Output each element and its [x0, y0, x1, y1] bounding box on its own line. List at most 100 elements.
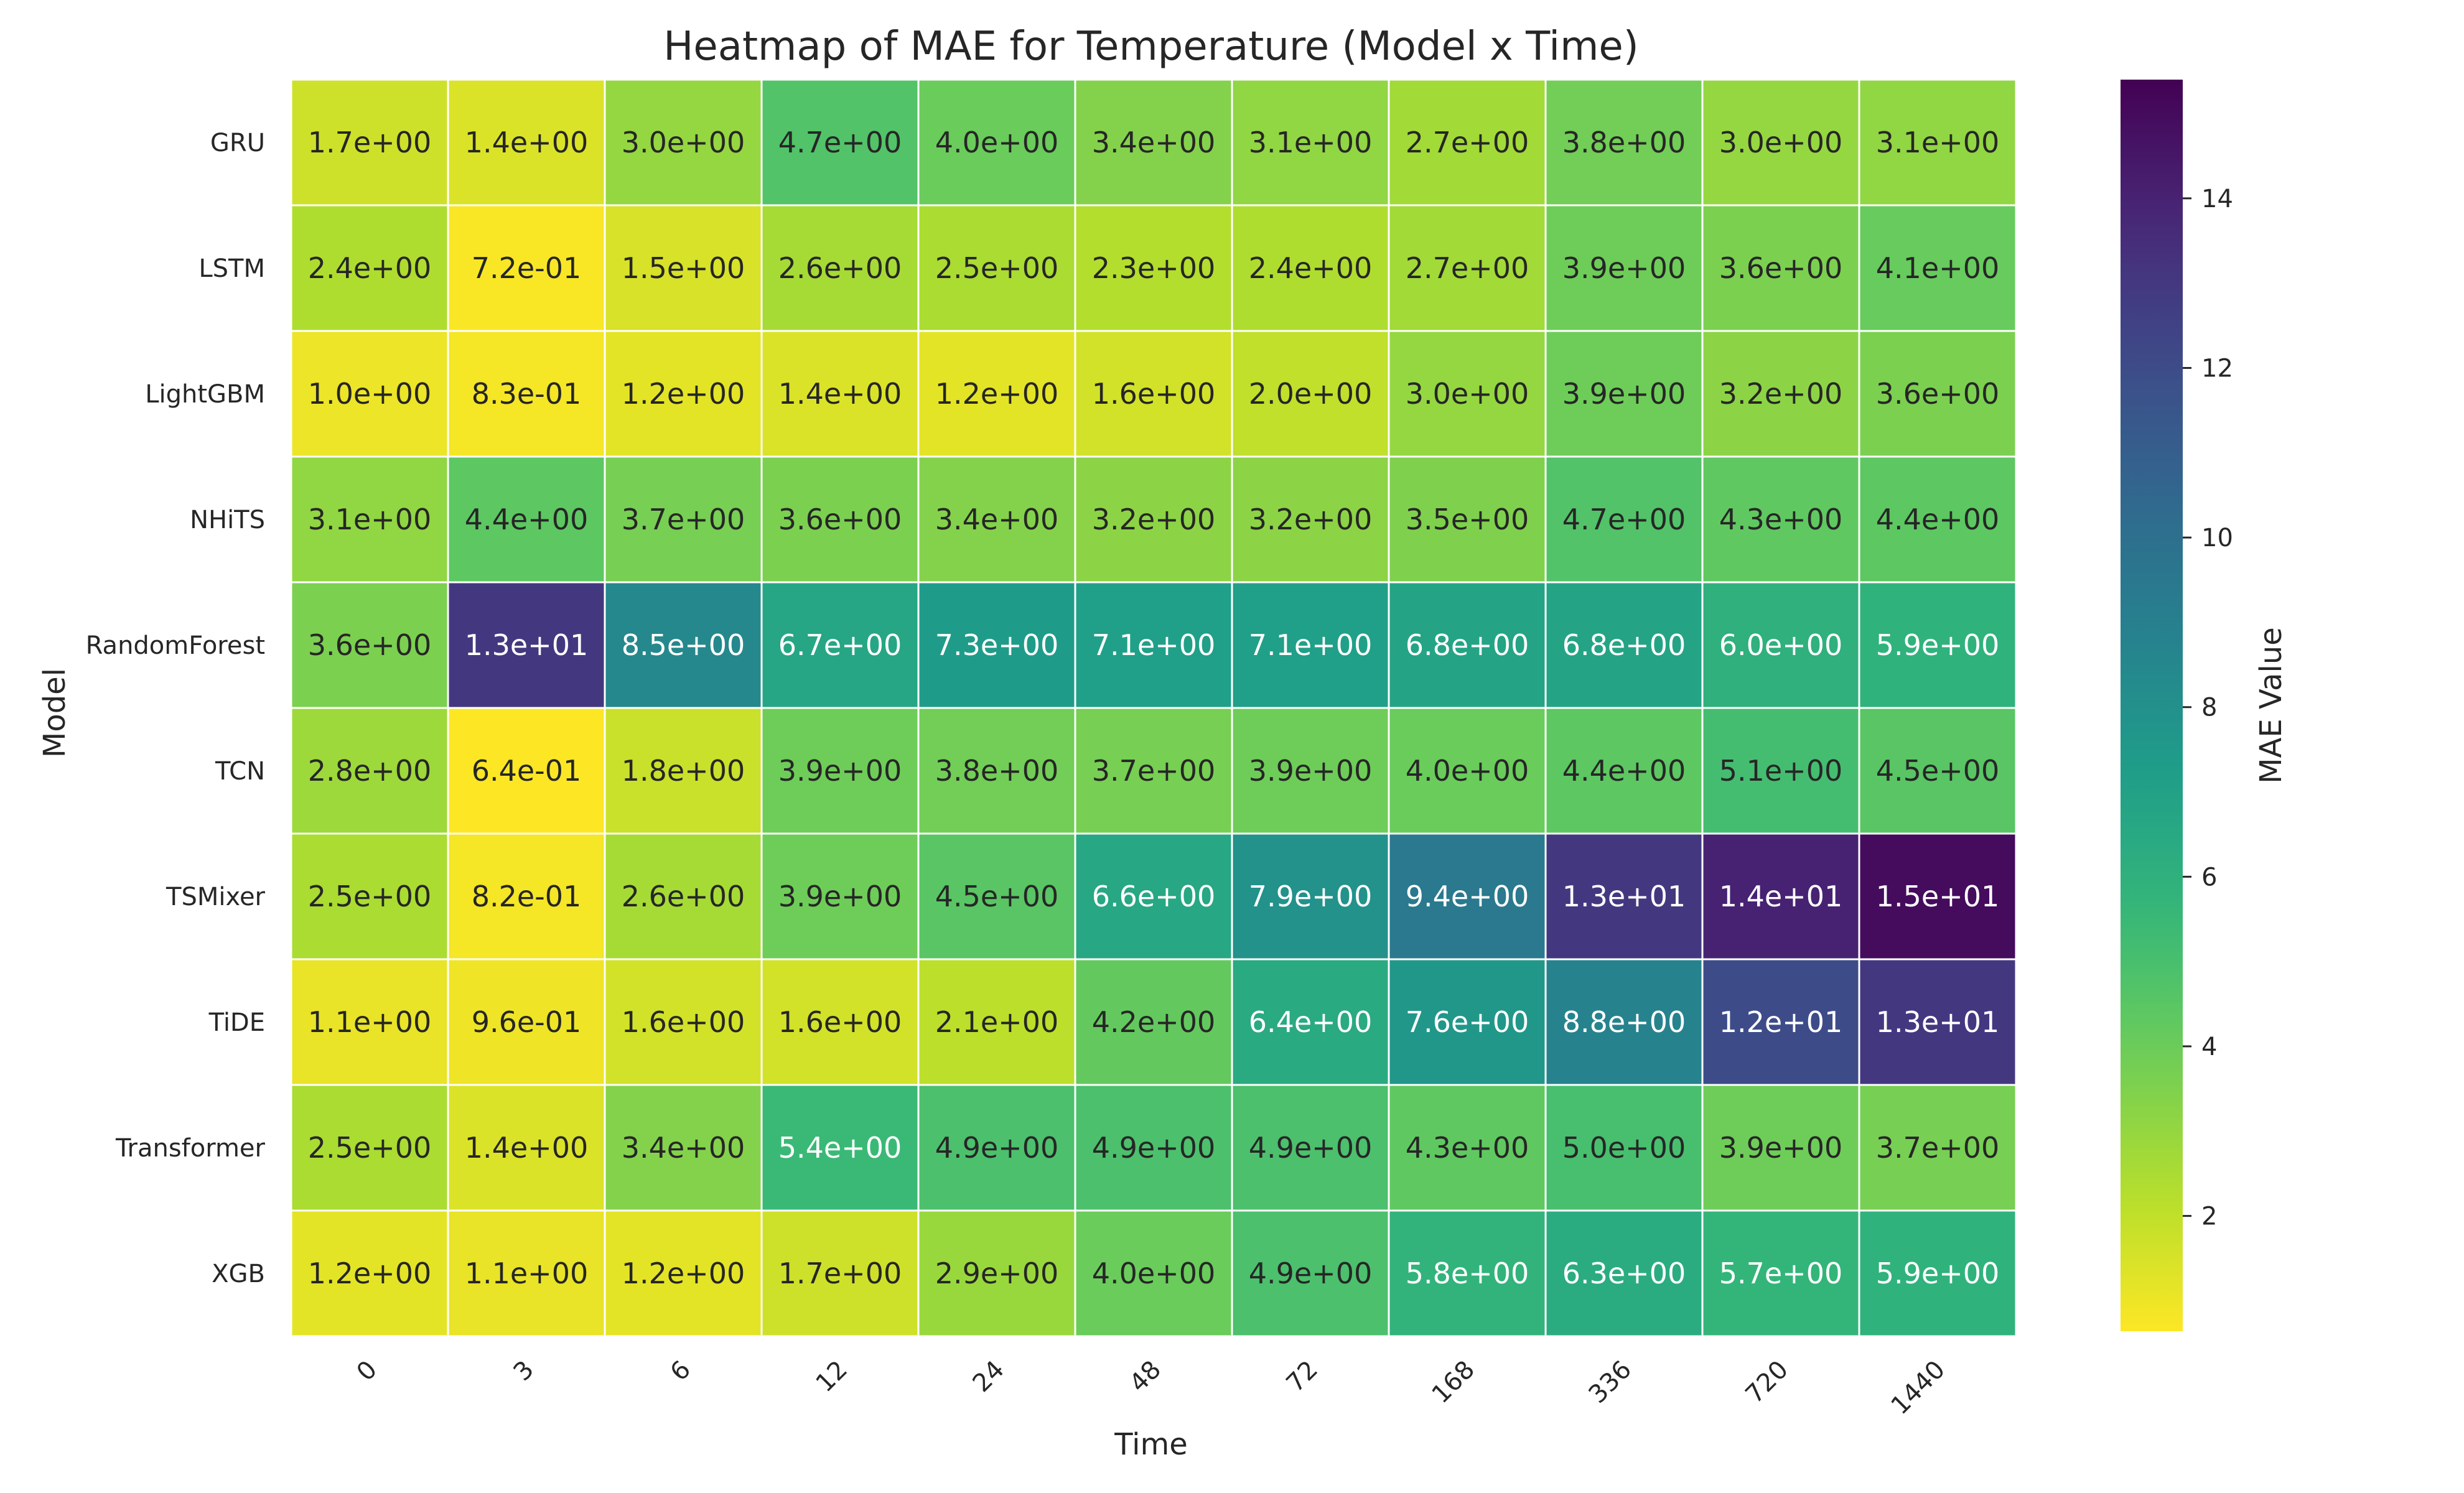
heatmap-cell	[760, 958, 920, 1086]
heatmap-cell	[760, 581, 920, 709]
cell-value-label: 5.8e+00	[1406, 1257, 1529, 1290]
heatmap-cell	[290, 78, 449, 207]
colorbar-tick-label: 14	[2201, 185, 2233, 213]
heatmap-cell	[760, 1209, 920, 1337]
y-tick-label: RandomForest	[86, 631, 265, 660]
cell-value-label: 2.6e+00	[778, 251, 902, 285]
heatmap-cell	[1074, 1084, 1233, 1212]
heatmap-cell	[1701, 832, 1860, 960]
heatmap-cell	[917, 581, 1076, 709]
y-axis-label: Model	[37, 668, 72, 758]
cell-value-label: 3.2e+00	[1249, 503, 1373, 536]
heatmap-cell	[760, 707, 920, 835]
cell-value-label: 8.2e-01	[472, 880, 582, 913]
cell-value-label: 1.4e+00	[465, 1131, 589, 1165]
cell-value-label: 2.5e+00	[308, 1131, 432, 1165]
cell-value-label: 2.1e+00	[935, 1005, 1059, 1039]
heatmap-cell	[604, 330, 763, 458]
cell-value-label: 3.0e+00	[622, 126, 745, 159]
y-tick-label: TiDE	[208, 1008, 265, 1037]
heatmap-cell	[447, 581, 606, 709]
cell-value-label: 3.8e+00	[935, 754, 1059, 788]
cell-value-label: 4.4e+00	[1876, 503, 2000, 536]
cell-value-label: 6.8e+00	[1406, 628, 1529, 662]
heatmap-cell	[1858, 581, 2017, 709]
cell-value-label: 6.8e+00	[1562, 628, 1686, 662]
cell-value-label: 3.9e+00	[778, 754, 902, 788]
cell-value-label: 2.5e+00	[308, 880, 432, 913]
cell-value-label: 1.2e+01	[1719, 1005, 1843, 1039]
cell-value-label: 3.6e+00	[308, 628, 432, 662]
cell-value-label: 1.3e+01	[465, 628, 589, 662]
cell-value-label: 6.0e+00	[1719, 628, 1843, 662]
y-tick-labels: GRU LSTM LightGBM NHiTS RandomForest TCN TSMix…	[86, 129, 266, 1288]
heatmap-cell	[1074, 958, 1233, 1086]
cell-value-label: 3.7e+00	[622, 503, 745, 536]
cell-value-label: 7.9e+00	[1249, 880, 1373, 913]
cell-value-label: 6.4e+00	[1249, 1005, 1373, 1039]
cell-value-label: 4.1e+00	[1876, 251, 2000, 285]
cell-value-label: 5.7e+00	[1719, 1257, 1843, 1290]
heatmap-cell	[290, 581, 449, 709]
heatmap-cell	[1701, 581, 1860, 709]
heatmap-cell	[447, 832, 606, 960]
heatmap-cell	[1701, 455, 1860, 584]
x-tick-label: 720	[1740, 1356, 1794, 1410]
cell-value-label: 2.7e+00	[1406, 126, 1529, 159]
heatmap-cell	[290, 707, 449, 835]
heatmap-cell	[1231, 581, 1390, 709]
heatmap-cell	[604, 1084, 763, 1212]
heatmap-cell	[447, 78, 606, 207]
heatmap-cell	[290, 1084, 449, 1212]
heatmap-cell	[604, 455, 763, 584]
x-tick-label: 72	[1281, 1356, 1324, 1398]
colorbar-tick-label: 2	[2201, 1202, 2217, 1231]
heatmap-cell	[1858, 958, 2017, 1086]
x-tick-labels: 0 3 6 12 24 48 72 168 336 720 1440	[352, 1356, 1951, 1421]
heatmap-cell	[917, 330, 1076, 458]
heatmap-cell	[1858, 78, 2017, 207]
cell-value-label: 3.6e+00	[778, 503, 902, 536]
heatmap-cell	[1388, 1209, 1547, 1337]
heatmap-cell	[1544, 581, 1704, 709]
cell-value-label: 4.7e+00	[778, 126, 902, 159]
colorbar-tick-label: 12	[2201, 354, 2233, 383]
cell-value-label: 5.9e+00	[1876, 1257, 2000, 1290]
cell-value-label: 7.1e+00	[1092, 628, 1216, 662]
heatmap-cell	[1701, 78, 1860, 207]
cell-value-label: 4.0e+00	[1092, 1257, 1216, 1290]
cell-value-label: 3.9e+00	[1562, 377, 1686, 411]
heatmap-cell	[1231, 1084, 1390, 1212]
heatmap-cell	[1858, 204, 2017, 332]
heatmap-cell	[290, 832, 449, 960]
heatmap-cell	[917, 78, 1076, 207]
heatmap-cell	[1544, 1084, 1704, 1212]
heatmap-cell	[604, 581, 763, 709]
cell-value-label: 2.4e+00	[1249, 251, 1373, 285]
cell-value-label: 1.8e+00	[622, 754, 745, 788]
cell-value-label: 1.1e+00	[465, 1257, 589, 1290]
heatmap-cell	[604, 204, 763, 332]
heatmap-cell	[917, 1209, 1076, 1337]
heatmap-cell	[290, 1209, 449, 1337]
heatmap-cell	[1231, 330, 1390, 458]
heatmap-cell	[1231, 455, 1390, 584]
x-tick-label: 24	[968, 1356, 1010, 1398]
x-tick-label: 168	[1427, 1356, 1481, 1410]
y-tick-label: TCN	[215, 757, 265, 786]
cell-value-label: 3.4e+00	[1092, 126, 1216, 159]
y-tick-label: LightGBM	[145, 380, 265, 409]
heatmap-cell	[1858, 707, 2017, 835]
heatmap-cell	[760, 78, 920, 207]
cell-value-label: 2.0e+00	[1249, 377, 1373, 411]
cell-value-label: 1.2e+00	[622, 1257, 745, 1290]
colorbar-tick-label: 6	[2201, 863, 2217, 891]
cell-value-label: 1.5e+00	[622, 251, 745, 285]
cell-value-label: 3.1e+00	[1249, 126, 1373, 159]
cell-value-label: 4.5e+00	[1876, 754, 2000, 788]
heatmap-cell	[1701, 958, 1860, 1086]
heatmap-cell	[1074, 832, 1233, 960]
cell-value-label: 3.1e+00	[308, 503, 432, 536]
cell-value-label: 3.9e+00	[778, 880, 902, 913]
